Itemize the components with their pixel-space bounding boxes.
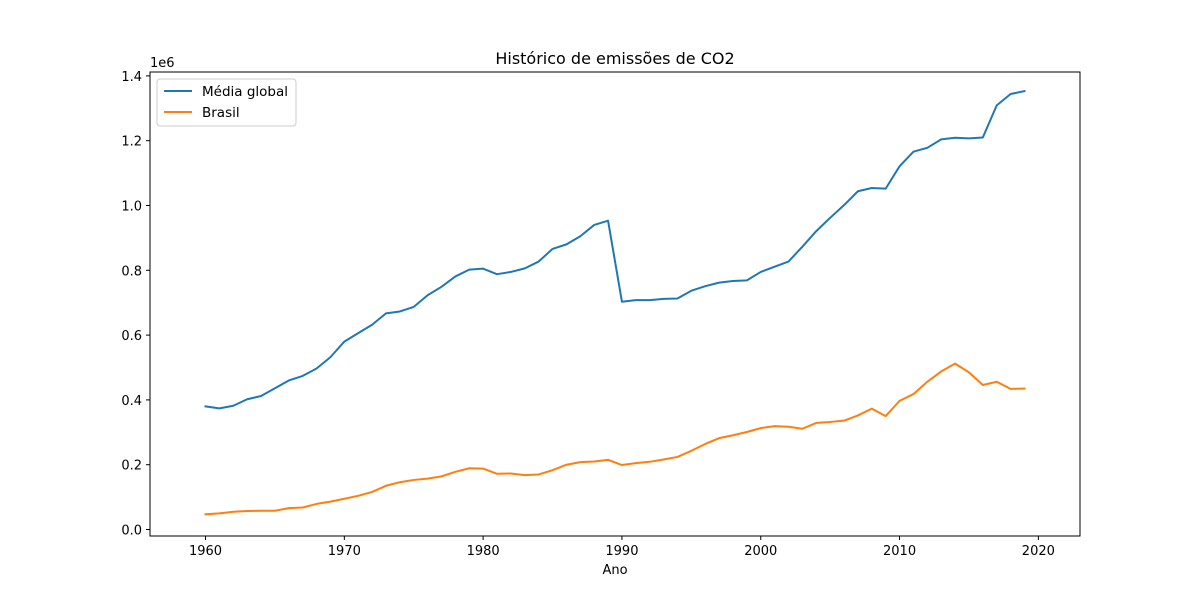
x-tick-label: 2010: [883, 544, 916, 559]
legend-label-2: Brasil: [202, 105, 240, 121]
y-tick-label: 0.0: [121, 524, 142, 539]
x-tick-label: 1980: [467, 544, 500, 559]
y-axis: 0.0 0.2 0.4 0.6 0.8 1.0 1.2 1.4: [121, 70, 150, 539]
y-tick-label: 1.2: [121, 135, 142, 150]
x-tick-label: 1960: [189, 544, 222, 559]
series-line-2: [204, 362, 1026, 516]
x-tick-label: 2020: [1022, 544, 1055, 559]
plot-frame: [149, 71, 1081, 537]
y-tick-label: 1.0: [121, 199, 142, 214]
y-tick-label: 0.2: [121, 459, 142, 474]
y-tick-label: 0.8: [121, 264, 142, 279]
x-tick-label: 1990: [605, 544, 638, 559]
x-axis-label: Ano: [602, 563, 627, 578]
x-tick-label: 1970: [328, 544, 361, 559]
legend-label-1: Média global: [202, 84, 288, 100]
legend: Média global Brasil: [156, 78, 297, 127]
y-scale-label: 1e6: [150, 56, 175, 71]
x-axis: 1960 1970 1980 1990 2000 2010 2020: [189, 536, 1055, 559]
y-tick-label: 0.4: [121, 394, 142, 409]
series-line-1: [204, 89, 1026, 410]
series-layer: [204, 89, 1026, 516]
y-tick-label: 1.4: [121, 70, 142, 85]
x-tick-label: 2000: [744, 544, 777, 559]
y-tick-label: 0.6: [121, 329, 142, 344]
chart-title: Histórico de emissões de CO2: [495, 49, 734, 68]
